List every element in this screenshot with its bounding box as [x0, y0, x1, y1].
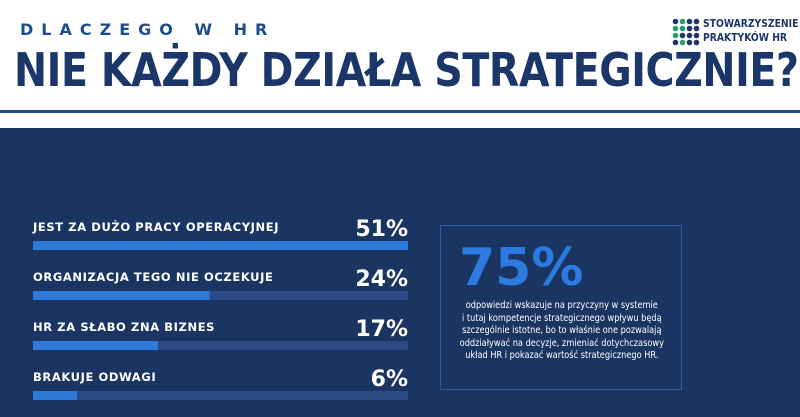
- logo-dot: [693, 32, 700, 39]
- logo-dot: [693, 18, 700, 25]
- value-label: 51%: [355, 217, 408, 242]
- logo-dot: [686, 39, 693, 46]
- category-label: BRAKUJE ODWAGI: [33, 370, 156, 384]
- category-label: ORGANIZACJA TEGO NIE OCZEKUJE: [33, 270, 273, 284]
- logo-dot: [686, 25, 693, 32]
- category-label: JEST ZA DUŻO PRACY OPERACYJNEJ: [32, 219, 279, 234]
- logo-dots-icon: [672, 18, 700, 46]
- value-label: 24%: [355, 267, 408, 292]
- stat-line: szczególnie istotne, bo to właśnie one p…: [462, 325, 662, 336]
- logo-dot: [686, 18, 693, 25]
- stat-value: 75%: [459, 238, 584, 298]
- logo-dot: [693, 25, 700, 32]
- logo-dot: [672, 32, 679, 39]
- logo-dot: [672, 25, 679, 32]
- logo-dot: [679, 18, 686, 25]
- bar-track: [33, 341, 408, 350]
- bar-chart: JEST ZA DUŻO PRACY OPERACYJNEJ 51% ORGANIZ…: [32, 217, 408, 400]
- category-label: HR ZA SŁABO ZNA BIZNES: [33, 320, 215, 334]
- logo: STOWARZYSZENIE PRAKTYKÓW HR: [672, 16, 798, 48]
- logo-line-2: PRAKTYKÓW HR: [703, 31, 788, 44]
- value-label: 17%: [355, 317, 408, 342]
- logo-dot: [693, 39, 700, 46]
- stat-line: oddziaływać na decyzje, zmieniać dotychc…: [459, 337, 664, 349]
- bar: [33, 241, 408, 250]
- stat-box: 75% odpowiedzi wskazuje na przyczyny w s…: [440, 225, 682, 390]
- logo-dot: [672, 18, 679, 25]
- bar: [33, 291, 210, 300]
- bar: [33, 341, 158, 350]
- header: DLACZEGO W HR NIE KAŻDY DZIAŁA STRATEGIC…: [0, 0, 800, 112]
- stat-line: i tutaj kompetencje strategicznego wpływ…: [461, 312, 662, 324]
- logo-dot: [679, 39, 686, 46]
- logo-dot: [672, 39, 679, 46]
- stat-description: odpowiedzi wskazuje na przyczyny w syste…: [447, 300, 677, 363]
- logo-dot: [679, 32, 686, 39]
- page-title: NIE KAŻDY DZIAŁA STRATEGICZNIE?: [14, 43, 799, 97]
- bar-track: [33, 291, 408, 300]
- stat-line: układ HR i pokazać wartość strategiczneg…: [465, 350, 659, 361]
- kicker: DLACZEGO W HR: [20, 20, 276, 39]
- stat-line: odpowiedzi wskazuje na przyczyny w syste…: [465, 300, 658, 311]
- bar: [33, 391, 78, 400]
- header-divider: [0, 110, 800, 113]
- bar-track: [33, 391, 408, 400]
- value-label: 6%: [371, 367, 408, 392]
- logo-dot: [679, 25, 686, 32]
- logo-dot: [686, 32, 693, 39]
- logo-line-1: STOWARZYSZENIE: [703, 17, 799, 30]
- logo-text: STOWARZYSZENIE PRAKTYKÓW HR: [703, 17, 798, 45]
- content-panel: JEST ZA DUŻO PRACY OPERACYJNEJ 51% ORGANIZ…: [0, 128, 800, 417]
